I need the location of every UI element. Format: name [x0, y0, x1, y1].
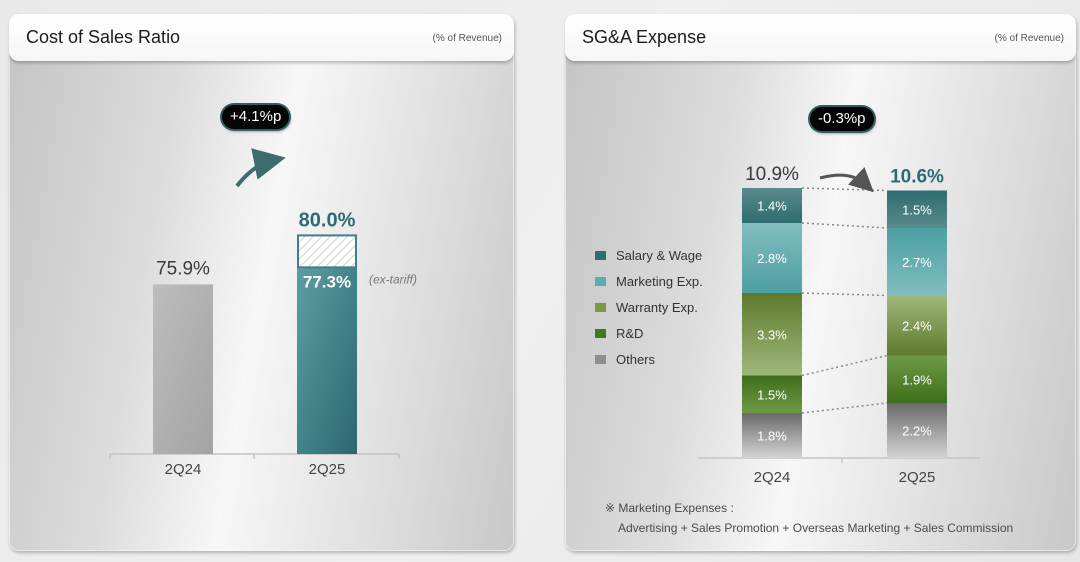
sga-expense-title: SG&A Expense [582, 27, 707, 47]
legend-label: Marketing Exp. [616, 273, 703, 289]
cost-of-sales-header: Cost of Sales Ratio (% of Revenue) [9, 14, 514, 61]
segment-label-2q25: 2.7% [902, 255, 932, 270]
segment-label-2q24: 1.8% [757, 429, 787, 444]
segment-r-d-2q24 [742, 375, 802, 413]
cost-of-sales-chart: 75.9% 80.0% 77.3% (ex-tariff) 2Q24 2Q25 [109, 148, 417, 478]
cost-of-sales-change-badge: +4.1%p [222, 105, 290, 129]
segment-others-2q24 [742, 413, 802, 458]
bar-label-2q24: 75.9% [156, 258, 210, 279]
segment-label-2q24: 1.5% [757, 387, 787, 402]
legend-swatch [595, 328, 606, 338]
bar-2q24 [153, 284, 213, 454]
bar-sub-label-2q25: 77.3% [303, 272, 351, 291]
bar-label-2q25: 80.0% [299, 209, 356, 231]
legend-swatch [595, 250, 606, 260]
legend-item: Others [595, 346, 703, 372]
legend-swatch [595, 276, 606, 286]
segment-warranty-exp--2q25 [887, 295, 947, 356]
legend-label: Others [616, 351, 656, 367]
x-tick-label-2q24: 2Q24 [165, 461, 202, 478]
legend-label: Warranty Exp. [616, 299, 698, 315]
connector-line [801, 402, 888, 414]
segment-marketing-exp--2q25 [887, 228, 947, 296]
segment-salary-wage-2q24 [742, 188, 802, 223]
legend-item: Warranty Exp. [595, 294, 703, 320]
segment-label-2q25: 2.2% [902, 424, 932, 439]
legend-swatch [595, 354, 606, 364]
sga-expense-chart: 1.8% 1.5% 3.3% 2.8% 1.4% 10.9% 2Q24 2.2% 1.9% 2.4… [698, 164, 980, 486]
segment-others-2q25 [887, 403, 947, 458]
sga-legend: Salary & Wage Marketing Exp. Warranty Exp.… [595, 242, 703, 372]
legend-item: Marketing Exp. [595, 268, 703, 294]
cost-of-sales-panel: 75.9% 80.0% 77.3% (ex-tariff) 2Q24 2Q25 Cost … [9, 14, 514, 551]
segment-salary-wage-2q25 [887, 190, 947, 228]
legend-item: R&D [595, 320, 703, 346]
cost-of-sales-unit: (% of Revenue) [432, 33, 502, 44]
segment-r-d-2q25 [887, 355, 947, 403]
connector-line [801, 222, 888, 229]
segment-label-2q24: 3.3% [757, 327, 787, 342]
sga-expense-header: SG&A Expense (% of Revenue) [565, 14, 1076, 61]
segment-label-2q25: 1.9% [902, 372, 932, 387]
change-arrow [819, 167, 874, 193]
total-label-2q25: 10.6% [890, 167, 944, 188]
segment-marketing-exp--2q24 [742, 223, 802, 293]
x-tick-label-2q25: 2Q25 [309, 461, 346, 478]
legend-label: R&D [616, 325, 644, 341]
sga-expense-panel: 1.8% 1.5% 3.3% 2.8% 1.4% 10.9% 2Q24 2.2% 1.9% 2.4… [565, 14, 1076, 551]
segment-label-2q25: 2.4% [902, 319, 932, 334]
connector-line [801, 354, 888, 377]
segment-label-2q24: 1.4% [757, 199, 787, 214]
total-label-2q24: 10.9% [745, 164, 799, 185]
legend-item: Salary & Wage [595, 242, 703, 268]
sga-change-badge: -0.3%p [810, 107, 874, 131]
legend-swatch [595, 302, 606, 312]
bar-2q25-tariff-portion [297, 234, 357, 269]
ex-tariff-note: (ex-tariff) [369, 272, 417, 286]
connector-line [801, 292, 888, 297]
legend-label: Salary & Wage [616, 247, 703, 263]
cost-of-sales-title: Cost of Sales Ratio [26, 27, 181, 47]
footnote-title: ※ Marketing Expenses : [605, 501, 734, 515]
segment-label-2q25: 1.5% [902, 202, 932, 217]
x-tick-label-2q25: 2Q25 [899, 469, 936, 486]
x-tick-label-2q24: 2Q24 [754, 469, 791, 486]
bar-2q25-ex-tariff [297, 267, 357, 454]
sga-expense-unit: (% of Revenue) [994, 33, 1064, 44]
change-arrow [235, 148, 286, 188]
footnote-body: Advertising + Sales Promotion + Overseas… [618, 521, 1014, 535]
segment-warranty-exp--2q24 [742, 293, 802, 376]
connector-line [801, 187, 888, 192]
segment-label-2q24: 2.8% [757, 251, 787, 266]
